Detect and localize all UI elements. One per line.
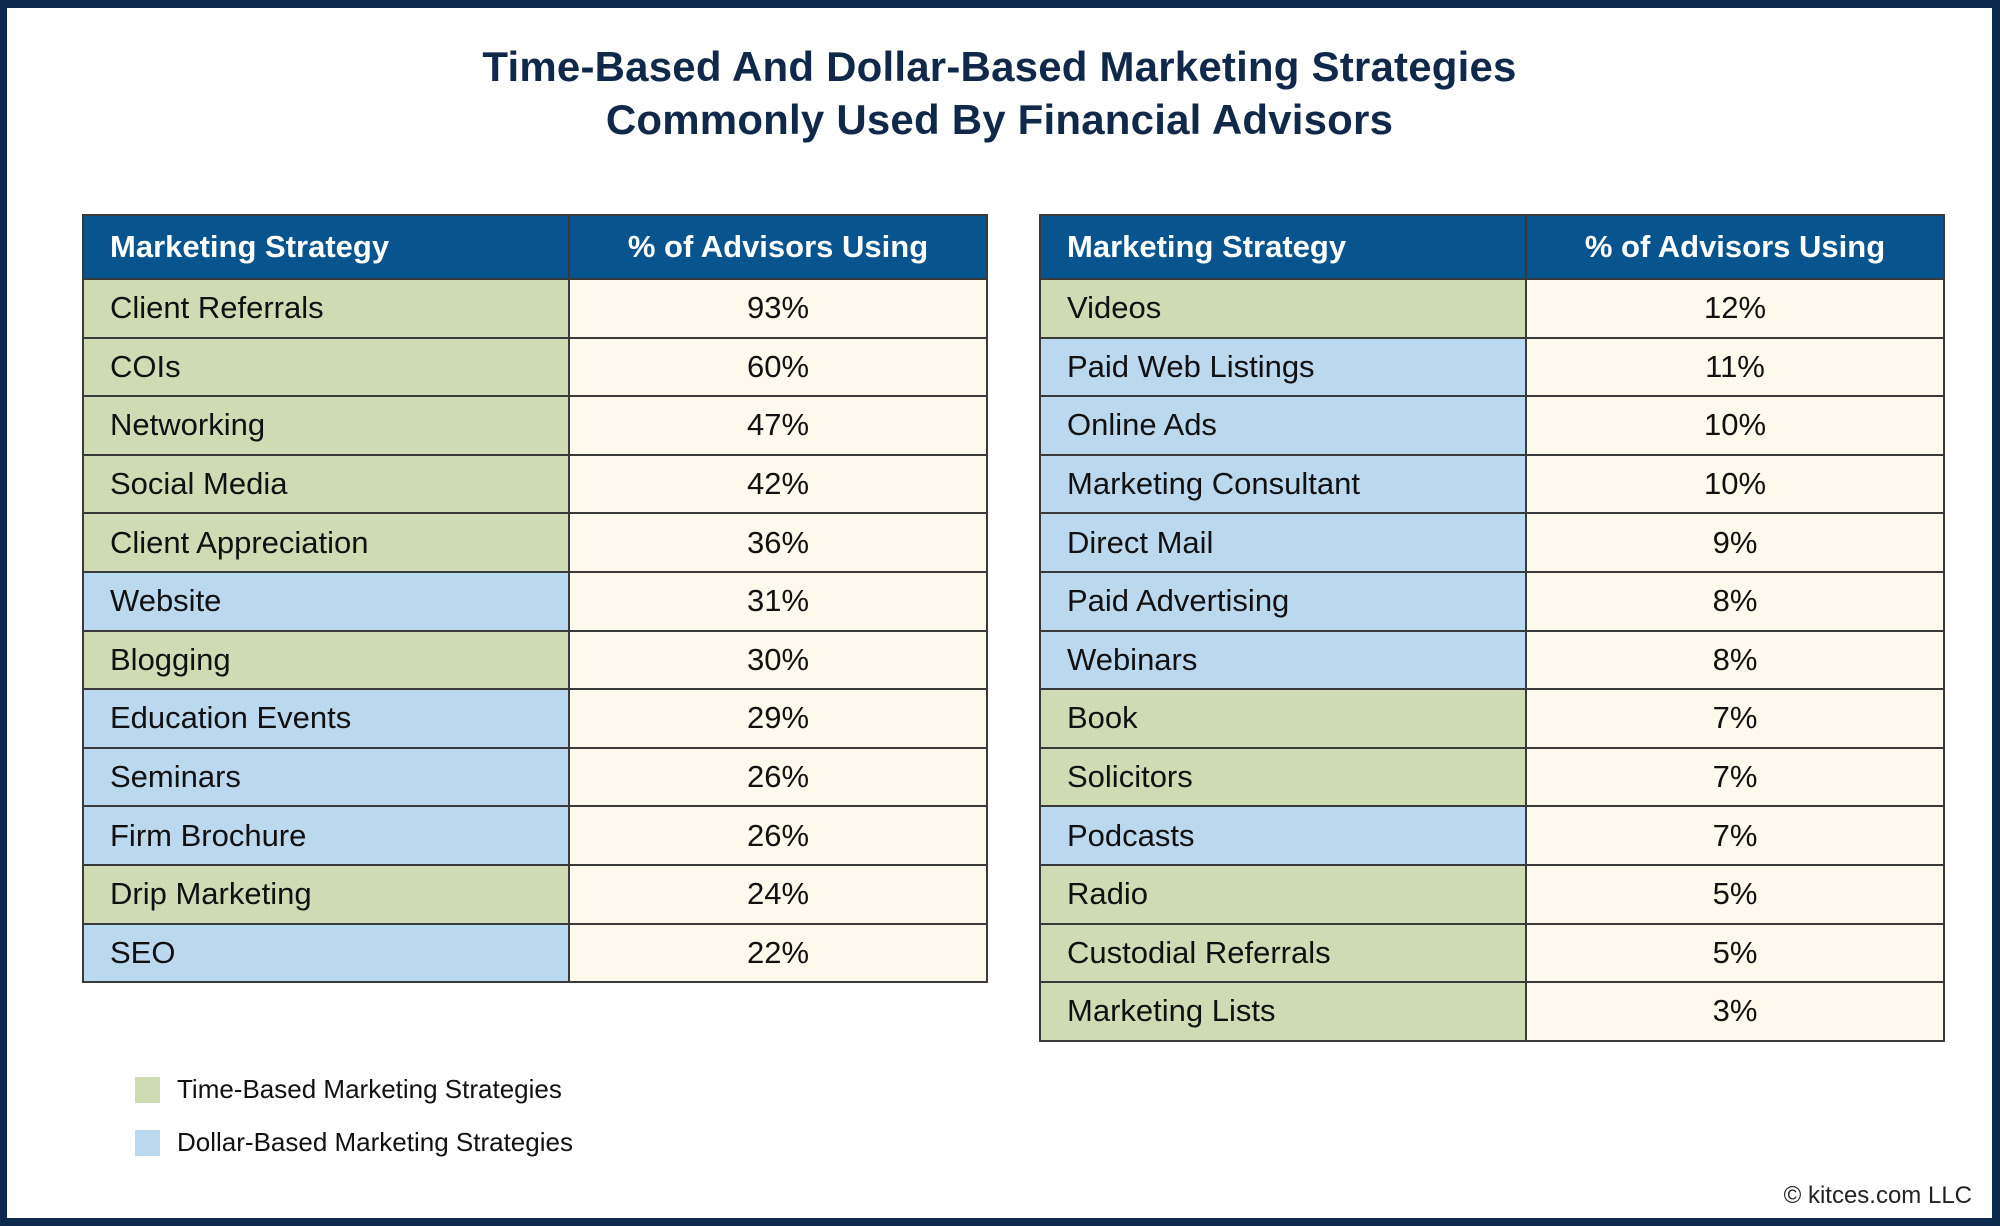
right-table-body: Videos 12% Paid Web Listings 11% Online Ads 1… bbox=[1039, 278, 1945, 1042]
table-header-row: Marketing Strategy % of Advisors Using bbox=[82, 214, 988, 280]
strategy-cell: Education Events bbox=[82, 688, 570, 749]
table-row: Videos 12% bbox=[1039, 278, 1945, 339]
strategy-cell: Custodial Referrals bbox=[1039, 922, 1527, 984]
legend-label: Time-Based Marketing Strategies bbox=[177, 1074, 562, 1104]
strategy-cell: Videos bbox=[1039, 278, 1527, 339]
strategy-cell: Firm Brochure bbox=[82, 805, 570, 866]
strategy-cell: Marketing Lists bbox=[1039, 981, 1527, 1042]
time-based-swatch-icon bbox=[135, 1076, 160, 1103]
table-row: Firm Brochure 26% bbox=[82, 805, 988, 866]
strategy-cell: Online Ads bbox=[1039, 395, 1527, 456]
table-row: Blogging 30% bbox=[82, 629, 988, 691]
percent-cell: 60% bbox=[568, 336, 988, 398]
percent-cell: 24% bbox=[568, 863, 988, 925]
strategy-cell: Client Referrals bbox=[82, 278, 570, 339]
table-row: Book 7% bbox=[1039, 688, 1945, 749]
strategy-cell: SEO bbox=[82, 922, 570, 984]
strategy-cell: Webinars bbox=[1039, 629, 1527, 691]
title-line-1: Time-Based And Dollar-Based Marketing St… bbox=[482, 43, 1517, 90]
table-row: Paid Web Listings 11% bbox=[1039, 336, 1945, 398]
strategy-cell: Drip Marketing bbox=[82, 863, 570, 925]
header-percent: % of Advisors Using bbox=[1525, 214, 1945, 280]
table-row: Social Media 42% bbox=[82, 453, 988, 515]
legend-label: Dollar-Based Marketing Strategies bbox=[177, 1127, 573, 1157]
legend-item-dollar-based: Dollar-Based Marketing Strategies bbox=[135, 1116, 573, 1169]
table-row: Drip Marketing 24% bbox=[82, 863, 988, 925]
table-row: Education Events 29% bbox=[82, 688, 988, 749]
legend: Time-Based Marketing Strategies Dollar-B… bbox=[135, 1063, 573, 1169]
percent-cell: 36% bbox=[568, 512, 988, 573]
strategy-cell: Direct Mail bbox=[1039, 512, 1527, 573]
strategy-cell: Solicitors bbox=[1039, 746, 1527, 808]
table-row: Seminars 26% bbox=[82, 746, 988, 808]
strategy-cell: Paid Web Listings bbox=[1039, 336, 1527, 398]
strategy-cell: Radio bbox=[1039, 863, 1527, 925]
percent-cell: 11% bbox=[1525, 336, 1945, 398]
right-strategy-table: Marketing Strategy % of Advisors Using V… bbox=[1039, 214, 1945, 1042]
chart-title: Time-Based And Dollar-Based Marketing St… bbox=[7, 40, 1992, 146]
table-row: Paid Advertising 8% bbox=[1039, 570, 1945, 632]
percent-cell: 9% bbox=[1525, 512, 1945, 573]
percent-cell: 10% bbox=[1525, 453, 1945, 515]
percent-cell: 29% bbox=[568, 688, 988, 749]
strategy-cell: Seminars bbox=[82, 746, 570, 808]
table-row: Online Ads 10% bbox=[1039, 395, 1945, 456]
percent-cell: 31% bbox=[568, 570, 988, 632]
left-strategy-table: Marketing Strategy % of Advisors Using C… bbox=[82, 214, 988, 984]
percent-cell: 30% bbox=[568, 629, 988, 691]
table-row: Client Referrals 93% bbox=[82, 278, 988, 339]
table-row: Webinars 8% bbox=[1039, 629, 1945, 691]
table-row: Marketing Consultant 10% bbox=[1039, 453, 1945, 515]
percent-cell: 93% bbox=[568, 278, 988, 339]
strategy-cell: Website bbox=[82, 570, 570, 632]
table-row: Networking 47% bbox=[82, 395, 988, 456]
strategy-cell: Client Appreciation bbox=[82, 512, 570, 573]
header-strategy: Marketing Strategy bbox=[82, 214, 570, 280]
title-line-2: Commonly Used By Financial Advisors bbox=[605, 96, 1394, 143]
legend-item-time-based: Time-Based Marketing Strategies bbox=[135, 1063, 573, 1116]
left-table-body: Client Referrals 93% COIs 60% Networking 47% S… bbox=[82, 278, 988, 984]
strategy-cell: Podcasts bbox=[1039, 805, 1527, 866]
table-row: Radio 5% bbox=[1039, 863, 1945, 925]
percent-cell: 8% bbox=[1525, 629, 1945, 691]
table-row: SEO 22% bbox=[82, 922, 988, 984]
table-row: Website 31% bbox=[82, 570, 988, 632]
strategy-cell: Social Media bbox=[82, 453, 570, 515]
strategy-cell: Blogging bbox=[82, 629, 570, 691]
percent-cell: 26% bbox=[568, 746, 988, 808]
percent-cell: 26% bbox=[568, 805, 988, 866]
percent-cell: 22% bbox=[568, 922, 988, 984]
percent-cell: 7% bbox=[1525, 746, 1945, 808]
table-row: Custodial Referrals 5% bbox=[1039, 922, 1945, 984]
table-row: Direct Mail 9% bbox=[1039, 512, 1945, 573]
header-strategy: Marketing Strategy bbox=[1039, 214, 1527, 280]
percent-cell: 8% bbox=[1525, 570, 1945, 632]
table-header-row: Marketing Strategy % of Advisors Using bbox=[1039, 214, 1945, 280]
percent-cell: 47% bbox=[568, 395, 988, 456]
percent-cell: 3% bbox=[1525, 981, 1945, 1042]
percent-cell: 7% bbox=[1525, 805, 1945, 866]
percent-cell: 10% bbox=[1525, 395, 1945, 456]
percent-cell: 12% bbox=[1525, 278, 1945, 339]
strategy-cell: Networking bbox=[82, 395, 570, 456]
table-row: Marketing Lists 3% bbox=[1039, 981, 1945, 1042]
strategy-cell: Paid Advertising bbox=[1039, 570, 1527, 632]
percent-cell: 5% bbox=[1525, 922, 1945, 984]
strategy-cell: Book bbox=[1039, 688, 1527, 749]
strategy-cell: Marketing Consultant bbox=[1039, 453, 1527, 515]
table-row: COIs 60% bbox=[82, 336, 988, 398]
table-row: Podcasts 7% bbox=[1039, 805, 1945, 866]
dollar-based-swatch-icon bbox=[135, 1129, 160, 1156]
percent-cell: 5% bbox=[1525, 863, 1945, 925]
percent-cell: 42% bbox=[568, 453, 988, 515]
table-row: Client Appreciation 36% bbox=[82, 512, 988, 573]
table-row: Solicitors 7% bbox=[1039, 746, 1945, 808]
strategy-cell: COIs bbox=[82, 336, 570, 398]
copyright-notice: © kitces.com LLC bbox=[1783, 1182, 1972, 1209]
infographic-canvas: Time-Based And Dollar-Based Marketing St… bbox=[7, 8, 1992, 1218]
header-percent: % of Advisors Using bbox=[568, 214, 988, 280]
percent-cell: 7% bbox=[1525, 688, 1945, 749]
